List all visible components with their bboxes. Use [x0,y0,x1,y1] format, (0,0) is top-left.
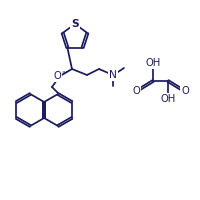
Text: O: O [132,86,140,96]
Text: N: N [109,70,117,80]
Text: OH: OH [145,58,161,68]
Text: OH: OH [160,94,176,104]
Text: S: S [71,19,79,29]
Text: O: O [181,86,189,96]
Text: ''': ''' [61,71,67,79]
Text: O: O [53,71,61,81]
